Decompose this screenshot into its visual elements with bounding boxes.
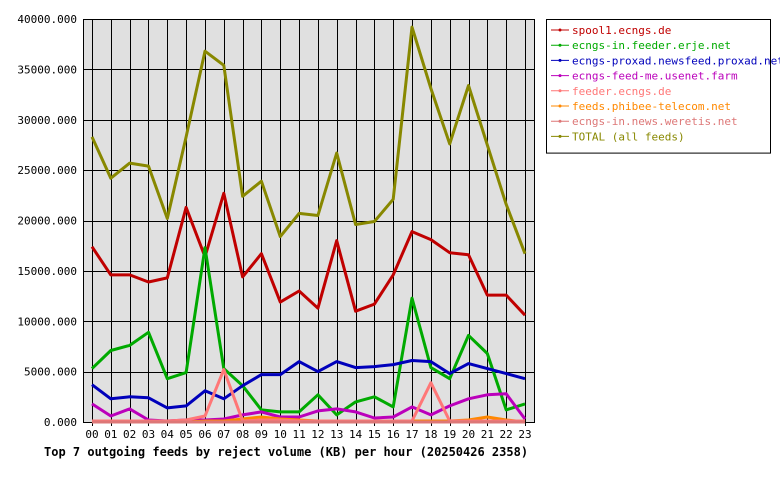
x-tick-label: 11 bbox=[292, 428, 305, 441]
legend-marker bbox=[558, 43, 562, 47]
legend-label: ecngs-in.news.weretis.net bbox=[572, 115, 738, 128]
x-tick-label: 03 bbox=[142, 428, 155, 441]
legend-marker bbox=[558, 89, 562, 93]
x-tick-label: 14 bbox=[349, 428, 363, 441]
legend-marker bbox=[558, 28, 562, 32]
x-tick-label: 13 bbox=[330, 428, 343, 441]
x-tick-label: 02 bbox=[123, 428, 136, 441]
y-tick-label: 0.000 bbox=[44, 416, 77, 429]
x-tick-label: 04 bbox=[161, 428, 175, 441]
chart-title: Top 7 outgoing feeds by reject volume (K… bbox=[44, 445, 528, 459]
legend-label: feeds.phibee-telecom.net bbox=[572, 100, 731, 113]
series-line-2 bbox=[91, 359, 526, 410]
legend-label: TOTAL (all feeds) bbox=[572, 130, 685, 143]
legend-marker bbox=[558, 74, 562, 78]
legend-box bbox=[546, 19, 771, 154]
legend-marker bbox=[558, 58, 562, 62]
x-tick-label: 16 bbox=[387, 428, 400, 441]
x-tick-label: 09 bbox=[255, 428, 268, 441]
legend-marker bbox=[558, 119, 562, 123]
x-tick-label: 07 bbox=[217, 428, 230, 441]
x-tick-label: 20 bbox=[462, 428, 475, 441]
x-tick-label: 15 bbox=[368, 428, 381, 441]
plot-area bbox=[83, 19, 534, 422]
x-tick-label: 10 bbox=[274, 428, 287, 441]
x-tick-label: 05 bbox=[180, 428, 193, 441]
x-tick-label: 00 bbox=[85, 428, 98, 441]
series-line-7 bbox=[90, 25, 527, 255]
x-tick-label: 21 bbox=[481, 428, 494, 441]
series-line-0 bbox=[90, 191, 527, 317]
series-lines bbox=[90, 25, 527, 424]
legend: spool1.ecngs.de ecngs-in.feeder.erje.net e… bbox=[546, 19, 780, 154]
x-tick-label: 06 bbox=[198, 428, 211, 441]
legend-marker bbox=[558, 104, 562, 108]
legend-label: ecngs-proxad.newsfeed.proxad.net bbox=[572, 54, 780, 67]
x-tick-label: 19 bbox=[443, 428, 456, 441]
y-tick-label: 35000.000 bbox=[17, 63, 77, 76]
y-tick-label: 40000.000 bbox=[17, 13, 77, 26]
y-tick-label: 5000.000 bbox=[24, 366, 77, 379]
legend-marker bbox=[558, 134, 562, 138]
x-tick-label: 12 bbox=[311, 428, 324, 441]
y-tick-label: 25000.000 bbox=[17, 164, 77, 177]
legend-label: feeder.ecngs.de bbox=[572, 85, 671, 98]
y-tick-label: 15000.000 bbox=[17, 265, 77, 278]
y-tick-label: 20000.000 bbox=[17, 215, 77, 228]
x-tick-label: 22 bbox=[500, 428, 513, 441]
legend-label: ecngs-feed-me.usenet.farm bbox=[572, 70, 738, 83]
x-tick-label: 18 bbox=[424, 428, 437, 441]
x-tick-label: 01 bbox=[104, 428, 117, 441]
x-tick-label: 08 bbox=[236, 428, 249, 441]
y-tick-labels: 0.000 5000.000 10000.000 15000.000 20000.000… bbox=[17, 13, 77, 429]
x-tick-label: 17 bbox=[405, 428, 418, 441]
x-tick-label: 23 bbox=[518, 428, 531, 441]
y-tick-label: 30000.000 bbox=[17, 114, 77, 127]
y-tick-label: 10000.000 bbox=[17, 315, 77, 328]
legend-label: ecngs-in.feeder.erje.net bbox=[572, 39, 731, 52]
x-tick-labels: 00 01 02 03 04 05 06 07 08 09 10 11 12 13 14 15 16 17 18 19… bbox=[85, 428, 531, 441]
legend-label: spool1.ecngs.de bbox=[572, 24, 671, 37]
